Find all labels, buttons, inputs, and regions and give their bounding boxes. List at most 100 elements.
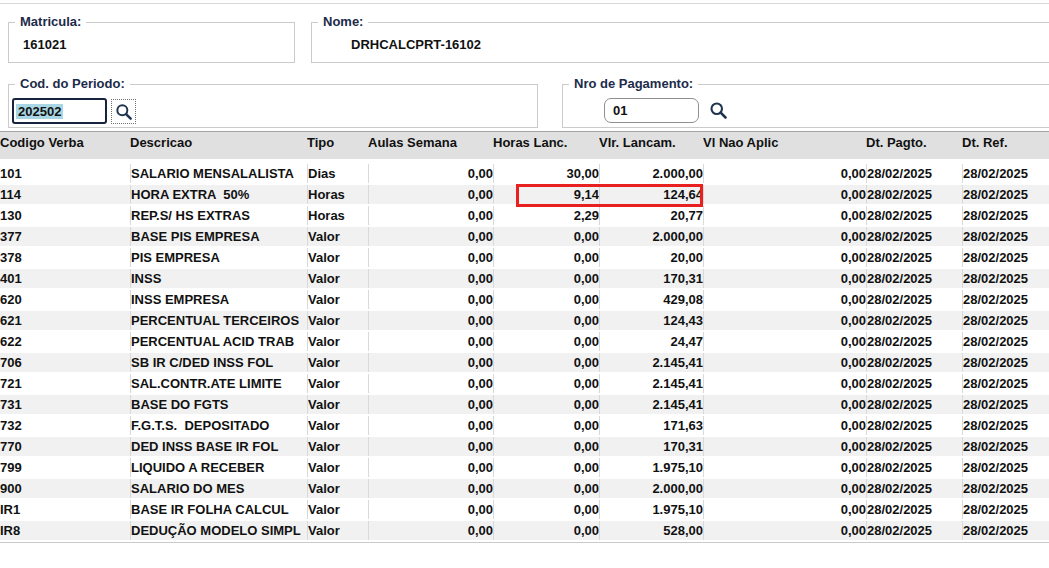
column-header-tipo: Tipo [307, 131, 368, 162]
pagamento-search-button[interactable] [706, 98, 731, 123]
cell-descricao: PERCENTUAL TERCEIROS [130, 311, 307, 330]
cell-horas-lanc: 0,00 [493, 437, 599, 456]
cell-codigo-verba: 721 [0, 374, 130, 393]
periodo-group: Cod. do Periodo: 202502 [8, 84, 538, 128]
table-row[interactable]: 621PERCENTUAL TERCEIROSValor0,000,00124,… [0, 311, 1049, 330]
cell-vl-nao-aplic: 0,00 [703, 269, 866, 288]
nome-value: DRHCALCPRT-16102 [312, 23, 1049, 52]
cell-aulas-semana: 0,00 [368, 374, 493, 393]
cell-tipo: Valor [307, 458, 368, 477]
table-row[interactable]: 706SB IR C/DED INSS FOLValor0,000,002.14… [0, 353, 1049, 372]
cell-tipo: Valor [307, 290, 368, 309]
search-icon [114, 102, 134, 122]
table-row[interactable]: 622PERCENTUAL ACID TRABValor0,000,0024,4… [0, 332, 1049, 351]
cell-descricao: BASE PIS EMPRESA [130, 227, 307, 246]
column-header-aulas-semana: Aulas Semana [368, 131, 493, 162]
periodo-input[interactable]: 202502 [12, 98, 107, 124]
cell-horas-lanc: 0,00 [493, 374, 599, 393]
cell-dt-pagto: 28/02/2025 [866, 521, 962, 540]
column-header-vlr-lancam: Vlr. Lancam. [599, 131, 703, 162]
cell-vlr-lancam: 2.000,00 [599, 164, 703, 183]
table-row[interactable]: 130REP.S/ HS EXTRASHoras0,002,2920,770,0… [0, 206, 1049, 225]
table-row[interactable]: 101SALARIO MENSALALISTADias0,0030,002.00… [0, 164, 1049, 183]
cell-tipo: Valor [307, 416, 368, 435]
cell-vlr-lancam: 124,43 [599, 311, 703, 330]
table-row[interactable]: 770DED INSS BASE IR FOLValor0,000,00170,… [0, 437, 1049, 456]
cell-descricao: PIS EMPRESA [130, 248, 307, 267]
cell-descricao: SAL.CONTR.ATE LIMITE [130, 374, 307, 393]
cell-dt-ref: 28/02/2025 [962, 206, 1049, 225]
table-row[interactable]: 377BASE PIS EMPRESAValor0,000,002.000,00… [0, 227, 1049, 246]
app-window: Matricula: 161021 Nome: DRHCALCPRT-16102… [0, 0, 1049, 568]
cell-vlr-lancam: 2.000,00 [599, 227, 703, 246]
cell-dt-pagto: 28/02/2025 [866, 332, 962, 351]
cell-tipo: Valor [307, 479, 368, 498]
cell-vlr-lancam: 170,31 [599, 269, 703, 288]
table-row[interactable]: 732F.G.T.S. DEPOSITADOValor0,000,00171,6… [0, 416, 1049, 435]
table-row[interactable]: 900SALARIO DO MESValor0,000,002.000,000,… [0, 479, 1049, 498]
cell-aulas-semana: 0,00 [368, 185, 493, 204]
periodo-input-selected-text: 202502 [16, 104, 63, 119]
cell-vlr-lancam: 2.145,41 [599, 374, 703, 393]
pagamento-input[interactable]: 01 [604, 98, 699, 123]
column-header-codigo-verba: Codigo Verba [0, 131, 130, 162]
cell-tipo: Valor [307, 248, 368, 267]
verba-table: Codigo Verba Descricao Tipo Aulas Semana… [0, 129, 1049, 543]
table-row[interactable]: IR8DEDUÇÃO MODELO SIMPLValor0,000,00528,… [0, 521, 1049, 540]
cell-aulas-semana: 0,00 [368, 164, 493, 183]
table-row[interactable]: 721SAL.CONTR.ATE LIMITEValor0,000,002.14… [0, 374, 1049, 393]
cell-vl-nao-aplic: 0,00 [703, 479, 866, 498]
cell-horas-lanc: 0,00 [493, 521, 599, 540]
cell-dt-ref: 28/02/2025 [962, 353, 1049, 372]
table-row[interactable]: 799LIQUIDO A RECEBERValor0,000,001.975,1… [0, 458, 1049, 477]
cell-vlr-lancam: 2.145,41 [599, 395, 703, 414]
table-row[interactable]: 114HORA EXTRA 50%Horas0,009,14124,640,00… [0, 185, 1049, 204]
cell-vl-nao-aplic: 0,00 [703, 458, 866, 477]
cell-dt-pagto: 28/02/2025 [866, 248, 962, 267]
nome-group: Nome: DRHCALCPRT-16102 [311, 22, 1049, 63]
cell-codigo-verba: 706 [0, 353, 130, 372]
cell-descricao: SB IR C/DED INSS FOL [130, 353, 307, 372]
cell-vl-nao-aplic: 0,00 [703, 521, 866, 540]
table-row[interactable]: 378PIS EMPRESAValor0,000,0020,000,0028/0… [0, 248, 1049, 267]
column-header-dt-pagto: Dt. Pagto. [866, 131, 962, 162]
cell-codigo-verba: 621 [0, 311, 130, 330]
table-row[interactable]: 401INSSValor0,000,00170,310,0028/02/2025… [0, 269, 1049, 288]
cell-horas-lanc: 9,14 [493, 185, 599, 204]
cell-vl-nao-aplic: 0,00 [703, 500, 866, 519]
cell-codigo-verba: IR1 [0, 500, 130, 519]
cell-dt-ref: 28/02/2025 [962, 416, 1049, 435]
cell-aulas-semana: 0,00 [368, 269, 493, 288]
cell-dt-ref: 28/02/2025 [962, 290, 1049, 309]
cell-aulas-semana: 0,00 [368, 521, 493, 540]
cell-descricao: SALARIO DO MES [130, 479, 307, 498]
cell-codigo-verba: IR8 [0, 521, 130, 540]
cell-dt-pagto: 28/02/2025 [866, 227, 962, 246]
cell-dt-ref: 28/02/2025 [962, 479, 1049, 498]
cell-aulas-semana: 0,00 [368, 416, 493, 435]
periodo-search-button[interactable] [111, 99, 136, 124]
cell-codigo-verba: 732 [0, 416, 130, 435]
cell-dt-ref: 28/02/2025 [962, 269, 1049, 288]
cell-vlr-lancam: 20,77 [599, 206, 703, 225]
cell-horas-lanc: 0,00 [493, 353, 599, 372]
cell-codigo-verba: 620 [0, 290, 130, 309]
cell-horas-lanc: 0,00 [493, 227, 599, 246]
cell-descricao: BASE IR FOLHA CALCUL [130, 500, 307, 519]
cell-aulas-semana: 0,00 [368, 395, 493, 414]
cell-descricao: LIQUIDO A RECEBER [130, 458, 307, 477]
column-header-vl-nao-aplic: Vl Nao Aplic [703, 131, 866, 162]
cell-vlr-lancam: 2.000,00 [599, 479, 703, 498]
cell-dt-pagto: 28/02/2025 [866, 353, 962, 372]
cell-horas-lanc: 0,00 [493, 269, 599, 288]
cell-dt-pagto: 28/02/2025 [866, 416, 962, 435]
cell-vl-nao-aplic: 0,00 [703, 227, 866, 246]
table-row[interactable]: IR1BASE IR FOLHA CALCULValor0,000,001.97… [0, 500, 1049, 519]
table-row[interactable]: 620INSS EMPRESAValor0,000,00429,080,0028… [0, 290, 1049, 309]
matricula-group: Matricula: 161021 [8, 22, 295, 63]
cell-descricao: REP.S/ HS EXTRAS [130, 206, 307, 225]
cell-tipo: Valor [307, 227, 368, 246]
cell-descricao: F.G.T.S. DEPOSITADO [130, 416, 307, 435]
table-row[interactable]: 731BASE DO FGTSValor0,000,002.145,410,00… [0, 395, 1049, 414]
cell-vl-nao-aplic: 0,00 [703, 311, 866, 330]
